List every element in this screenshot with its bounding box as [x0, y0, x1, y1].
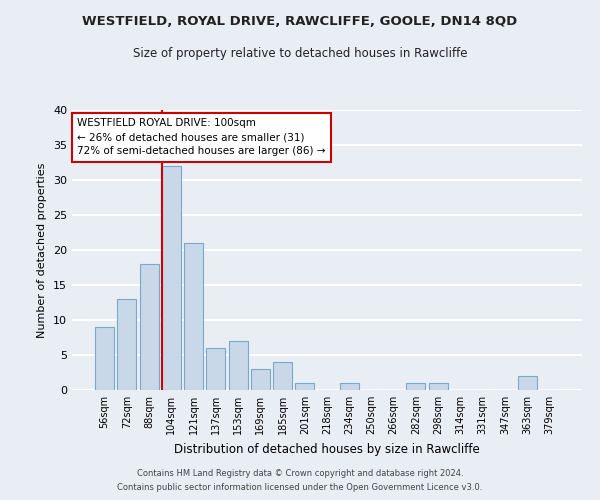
Bar	[184, 243, 203, 390]
Bar	[518, 376, 536, 390]
Bar	[406, 383, 425, 390]
Text: WESTFIELD, ROYAL DRIVE, RAWCLIFFE, GOOLE, DN14 8QD: WESTFIELD, ROYAL DRIVE, RAWCLIFFE, GOOLE…	[82, 15, 518, 28]
Text: Size of property relative to detached houses in Rawcliffe: Size of property relative to detached ho…	[133, 48, 467, 60]
Bar	[95, 327, 114, 390]
Bar	[229, 341, 248, 390]
Bar	[251, 369, 270, 390]
Bar	[140, 264, 158, 390]
Text: Contains HM Land Registry data © Crown copyright and database right 2024.: Contains HM Land Registry data © Crown c…	[137, 468, 463, 477]
Bar	[340, 383, 359, 390]
Bar	[295, 383, 314, 390]
Bar	[429, 383, 448, 390]
Bar	[273, 362, 292, 390]
Y-axis label: Number of detached properties: Number of detached properties	[37, 162, 47, 338]
Text: Contains public sector information licensed under the Open Government Licence v3: Contains public sector information licen…	[118, 484, 482, 492]
X-axis label: Distribution of detached houses by size in Rawcliffe: Distribution of detached houses by size …	[174, 442, 480, 456]
Bar	[206, 348, 225, 390]
Bar	[118, 299, 136, 390]
Text: WESTFIELD ROYAL DRIVE: 100sqm
← 26% of detached houses are smaller (31)
72% of s: WESTFIELD ROYAL DRIVE: 100sqm ← 26% of d…	[77, 118, 326, 156]
Bar	[162, 166, 181, 390]
